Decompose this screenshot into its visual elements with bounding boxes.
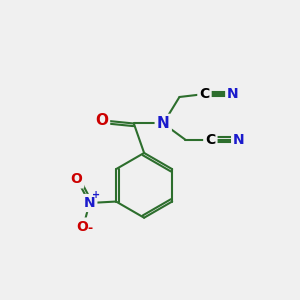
Text: N: N <box>233 133 245 147</box>
Text: O: O <box>95 113 108 128</box>
Text: N: N <box>84 196 95 210</box>
Text: +: + <box>92 190 100 200</box>
Text: N: N <box>227 87 239 101</box>
Text: O: O <box>76 220 88 234</box>
Text: N: N <box>157 116 169 131</box>
Text: C: C <box>199 87 210 101</box>
Text: -: - <box>88 221 93 235</box>
Text: O: O <box>70 172 82 186</box>
Text: C: C <box>205 133 215 147</box>
